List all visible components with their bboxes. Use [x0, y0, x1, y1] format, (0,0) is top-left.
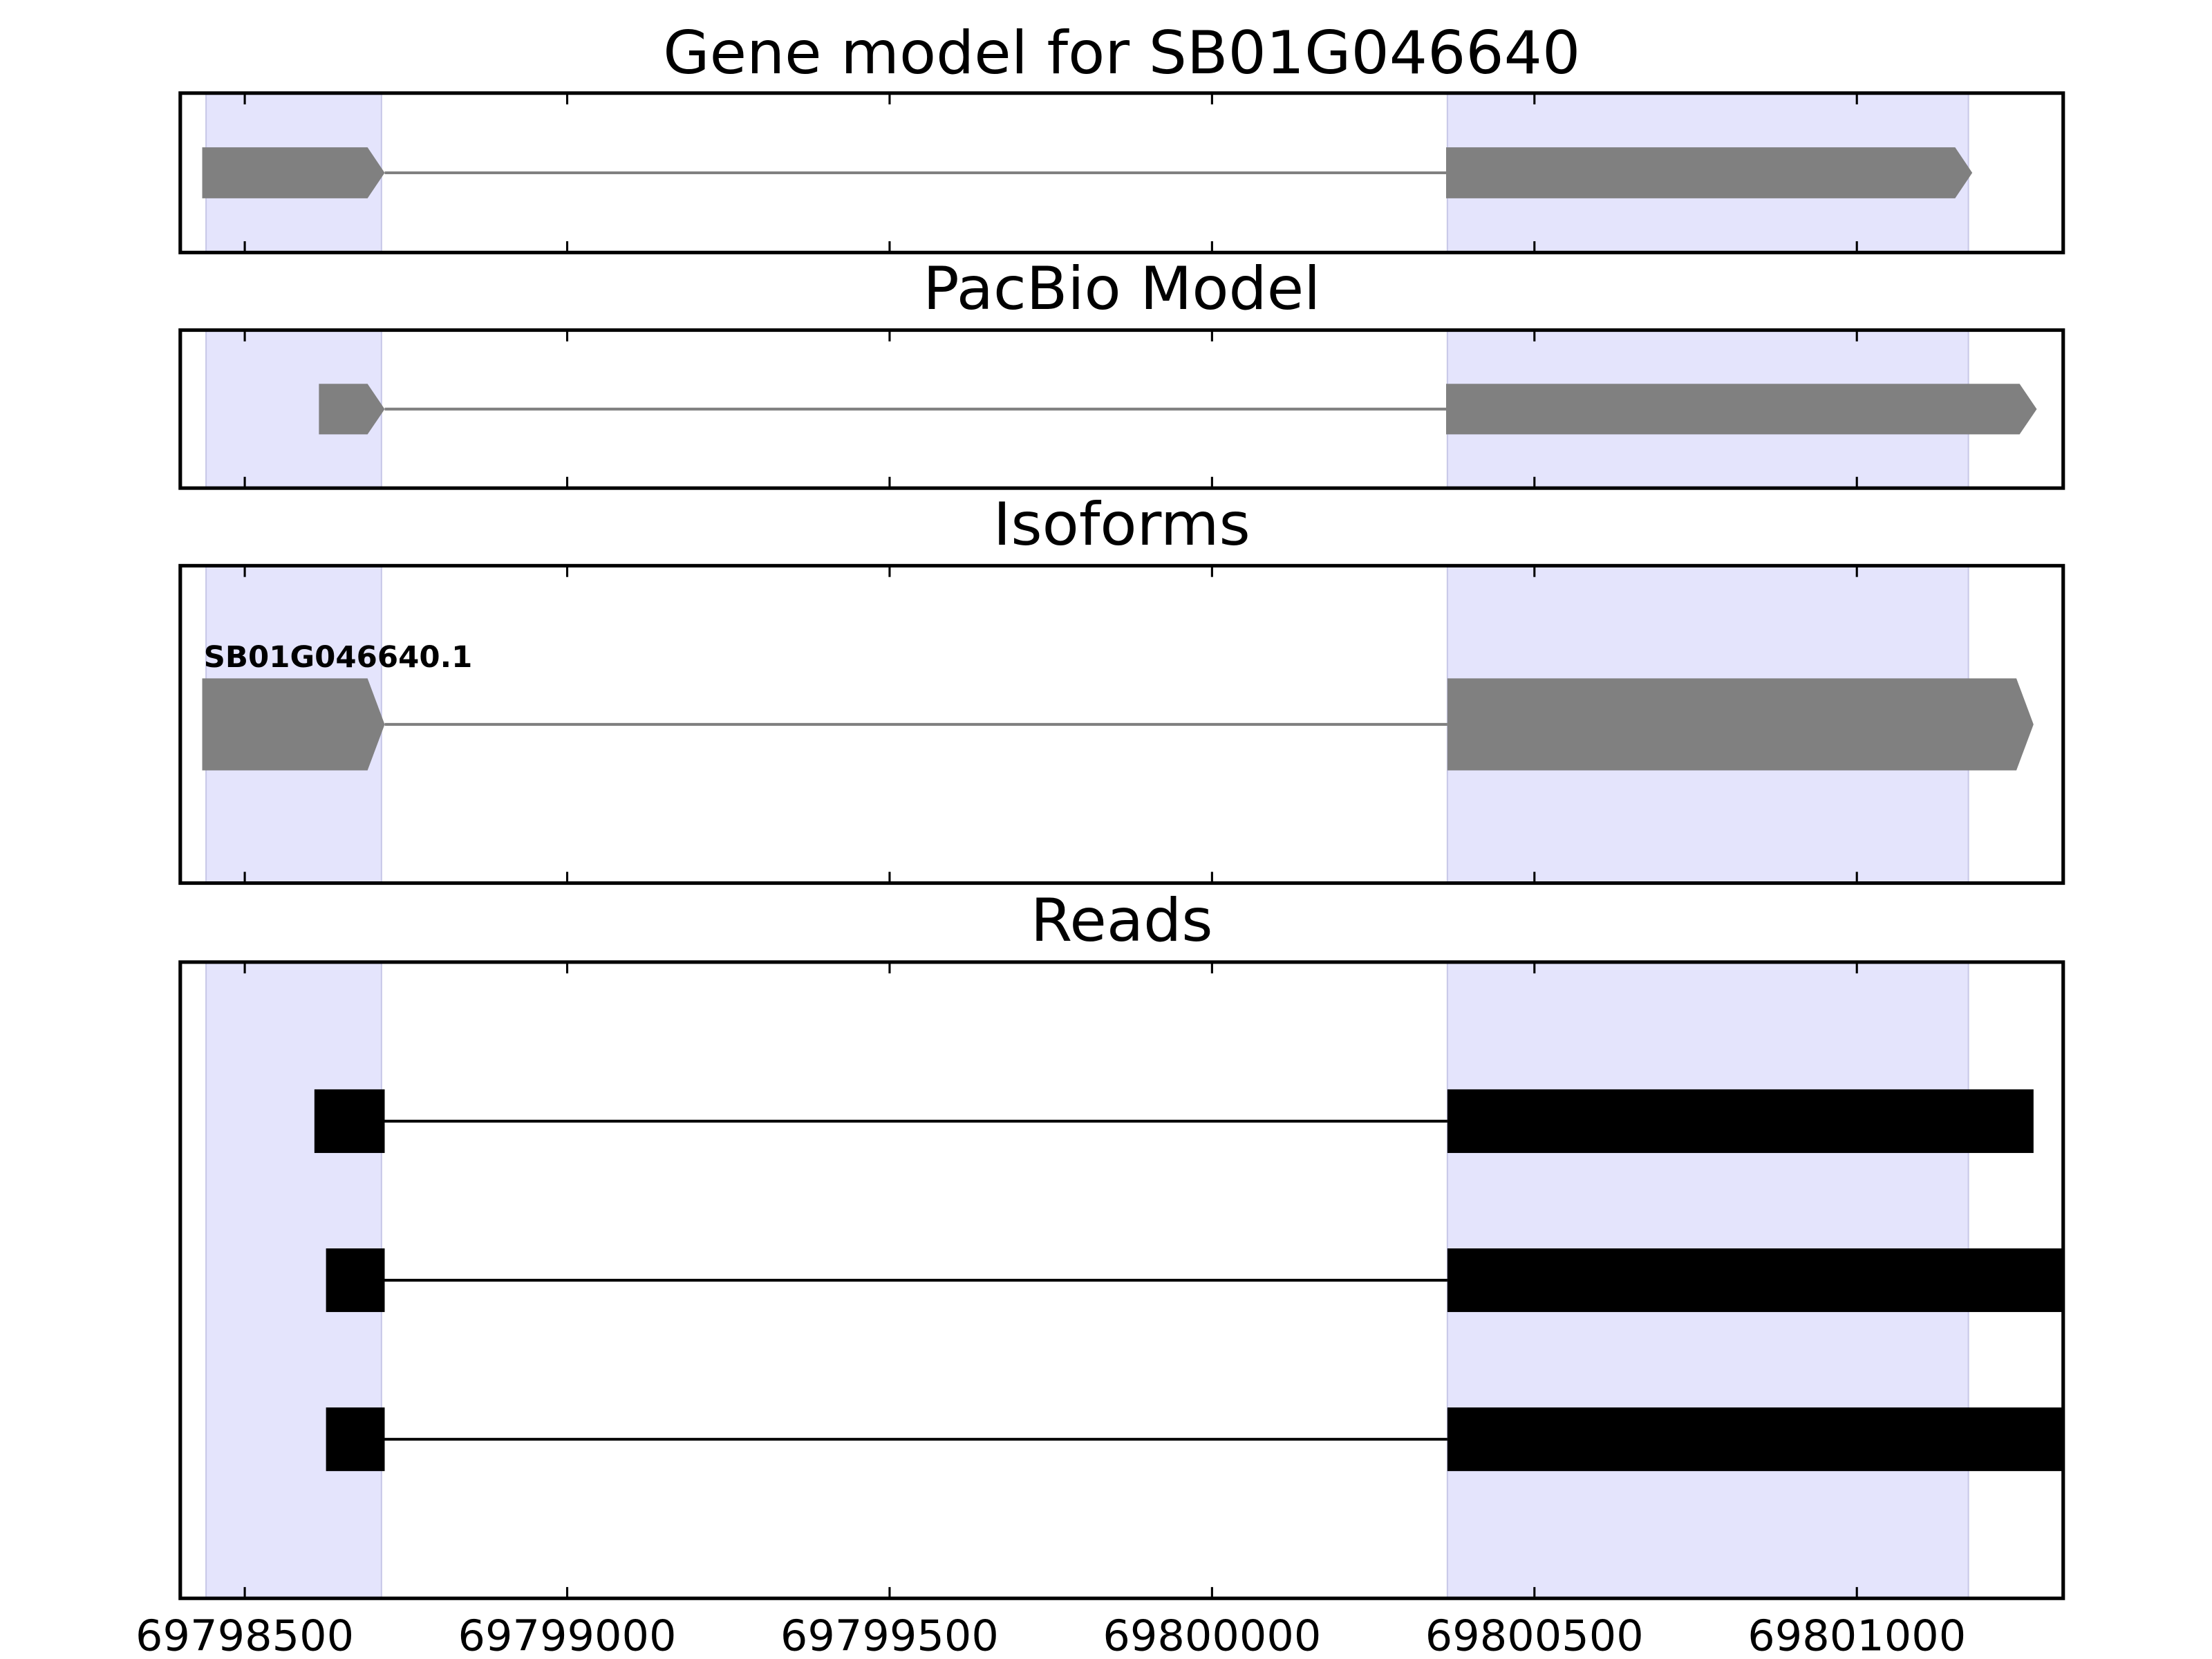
panel-frame	[178, 91, 2065, 254]
exon	[1445, 147, 1973, 198]
x-tick-label: 69801000	[1747, 1611, 1966, 1659]
x-tick-label: 69799500	[780, 1611, 999, 1659]
panel: PacBio Model	[178, 254, 2065, 490]
exon	[1447, 1248, 2063, 1313]
exon	[319, 384, 385, 435]
x-tick-label: 69800500	[1425, 1611, 1644, 1659]
plot-area	[202, 565, 2034, 883]
exon	[1445, 384, 2037, 435]
x-tick-label: 69798500	[135, 1611, 354, 1659]
plot-area	[202, 93, 1973, 253]
plot-area	[205, 962, 2063, 1599]
panel: Reads 69798500 69799000 69799500 69800000 698…	[135, 887, 2065, 1659]
exon	[1447, 678, 2034, 771]
exon	[314, 1089, 385, 1153]
panel-title: PacBio Model	[923, 254, 1320, 323]
exon	[202, 147, 385, 198]
exon	[202, 678, 385, 771]
plot-area	[205, 330, 2037, 489]
panel-frame	[178, 328, 2065, 490]
exon	[1447, 1407, 2063, 1472]
panel-title: Gene model for SB01G046640	[663, 19, 1580, 88]
panel: Gene model for SB01G046640	[178, 19, 2065, 254]
panel: Isoforms SB01G046640.1	[178, 490, 2065, 885]
exon	[326, 1407, 385, 1472]
x-tick-label: 69800000	[1103, 1611, 1321, 1659]
exon	[1447, 1089, 2034, 1153]
exon	[326, 1248, 385, 1313]
isoform-label: SB01G046640.1	[204, 640, 473, 675]
x-tick-label: 69799000	[458, 1611, 676, 1659]
panel-frame	[178, 960, 2065, 1600]
panel-title: Reads	[1031, 887, 1213, 955]
panel-frame	[178, 563, 2065, 885]
panel-title: Isoforms	[993, 490, 1250, 559]
